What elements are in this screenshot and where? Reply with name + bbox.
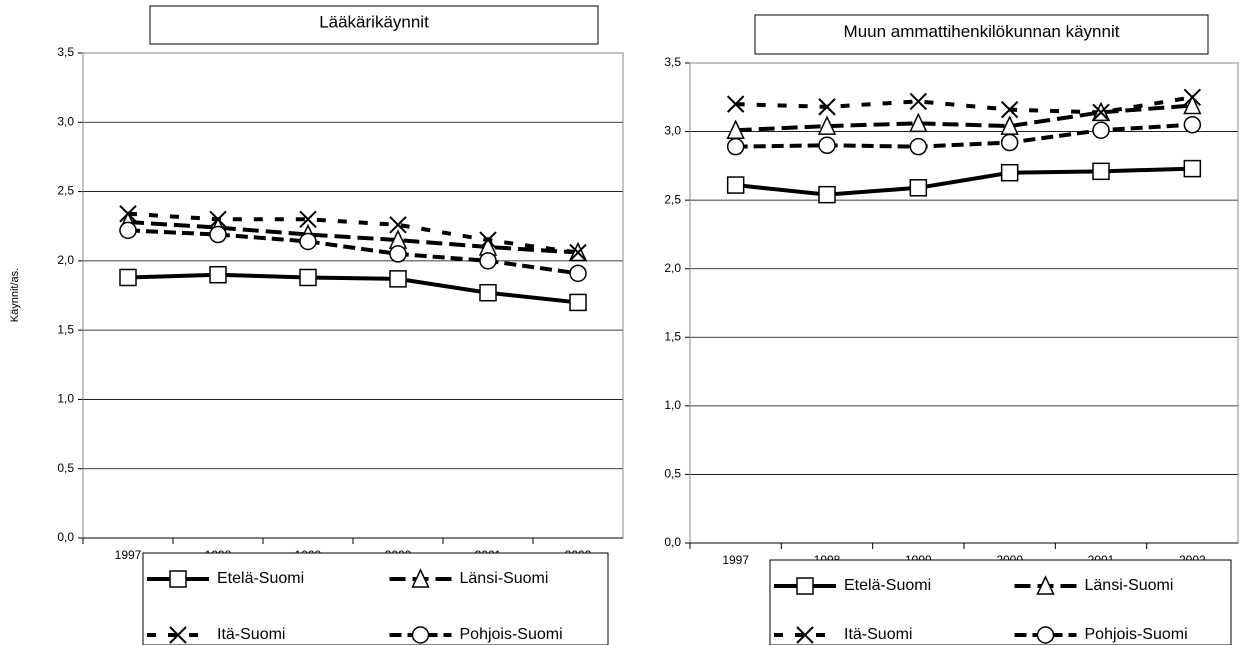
y-tick-label: 3,5 (57, 45, 74, 59)
data-point (209, 210, 227, 228)
data-point (818, 185, 836, 204)
data-point (909, 112, 928, 133)
data-point (479, 252, 497, 270)
data-point (479, 231, 497, 249)
legend-marker (796, 626, 814, 644)
data-point (569, 243, 587, 262)
data-point (726, 95, 745, 113)
series-line (127, 228, 579, 276)
data-point (818, 136, 836, 155)
y-tick-label: 3,0 (664, 124, 681, 138)
legend-marker (1036, 626, 1055, 644)
title-box (754, 14, 1209, 55)
legend-label: Pohjois-Suomi (1085, 626, 1188, 643)
legend-marker (411, 568, 430, 588)
y-tick-label: 0,0 (664, 535, 681, 549)
series-line (735, 166, 1193, 197)
series-line (127, 220, 579, 255)
y-tick-label: 1,5 (664, 329, 681, 343)
legend-label: Länsi-Suomi (1085, 577, 1174, 594)
data-point (1183, 159, 1202, 178)
legend-marker (1036, 575, 1055, 595)
plot-border (689, 62, 1239, 544)
data-point (909, 137, 928, 156)
y-tick-label: 1,0 (664, 398, 681, 412)
legend-marker (169, 570, 187, 588)
legend-label: Itä-Suomi (217, 626, 285, 643)
data-point (389, 270, 407, 288)
legend-marker (169, 626, 187, 644)
chart-title: Lääkärikäynnit (319, 12, 429, 31)
legend-label: Länsi-Suomi (460, 570, 549, 587)
data-point (817, 115, 837, 135)
y-tick-label: 3,5 (664, 55, 681, 69)
data-point (909, 179, 928, 197)
legend-marker (411, 626, 430, 644)
series-line (127, 272, 579, 305)
y-tick-label: 2,5 (57, 184, 74, 198)
legend-label: Etelä-Suomi (844, 577, 931, 594)
y-tick-label: 0,5 (664, 467, 681, 481)
data-point (119, 268, 137, 287)
x-tick-label: 1997 (115, 548, 142, 562)
data-point (1000, 133, 1019, 152)
data-point (1092, 162, 1110, 181)
y-tick-label: 2,0 (664, 261, 681, 275)
y-axis-label: Käynnit/as. (9, 268, 21, 322)
y-tick-label: 0,0 (57, 530, 74, 544)
legend-box (142, 552, 609, 645)
data-point (726, 137, 745, 156)
data-point (299, 268, 317, 287)
data-point (909, 92, 928, 111)
data-point (1092, 103, 1110, 122)
y-tick-label: 2,5 (664, 192, 681, 206)
data-point (209, 225, 227, 244)
data-point (818, 98, 836, 116)
data-point (389, 216, 407, 234)
y-tick-label: 0,5 (57, 461, 74, 475)
data-point (1092, 121, 1110, 139)
plot-border (82, 52, 624, 539)
data-point (299, 232, 317, 251)
data-point (479, 283, 497, 302)
data-point (726, 176, 745, 194)
x-tick-label: 1997 (722, 553, 749, 567)
data-point (1000, 100, 1019, 119)
data-point (1000, 163, 1019, 182)
data-point (1183, 88, 1202, 106)
data-point (119, 205, 137, 223)
legend-marker (796, 577, 814, 595)
data-point (569, 293, 587, 312)
data-point (299, 210, 317, 228)
data-point (1183, 115, 1202, 134)
legend-label: Pohjois-Suomi (460, 626, 563, 643)
data-point (569, 264, 587, 283)
data-point (1183, 94, 1202, 115)
series-line (735, 95, 1193, 115)
title-box (149, 5, 599, 45)
data-point (389, 245, 407, 263)
data-point (119, 221, 137, 240)
y-tick-label: 2,0 (57, 253, 74, 267)
legend-label: Etelä-Suomi (217, 570, 304, 587)
series-line (735, 122, 1193, 149)
y-tick-label: 3,0 (57, 114, 74, 128)
legend-box (769, 559, 1232, 645)
y-tick-label: 1,0 (57, 392, 74, 406)
legend-label: Itä-Suomi (844, 626, 912, 643)
series-line (735, 103, 1193, 133)
y-tick-label: 1,5 (57, 322, 74, 336)
data-point (209, 265, 227, 284)
chart-title: Muun ammattihenkilökunnan käynnit (844, 22, 1120, 41)
